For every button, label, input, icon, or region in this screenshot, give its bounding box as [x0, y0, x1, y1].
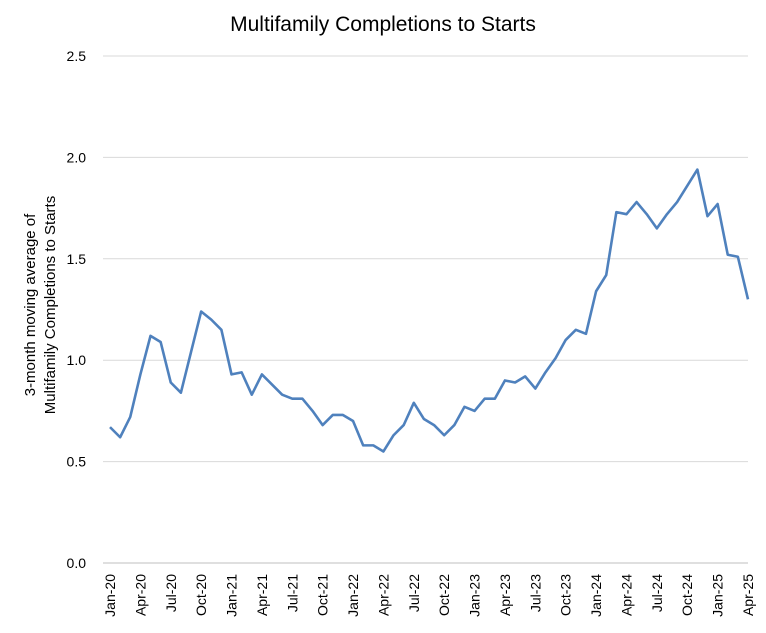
x-tick-label: Jul-23 — [527, 574, 543, 612]
x-tick-label: Jan-22 — [345, 574, 361, 617]
x-tick-label: Apr-21 — [254, 574, 270, 616]
x-tick-label: Jul-21 — [284, 574, 300, 612]
x-tick-label: Jan-20 — [102, 574, 118, 617]
x-tick-label: Apr-23 — [497, 574, 513, 616]
y-axis-label-line-2: Multifamily Completions to Starts — [42, 196, 59, 414]
x-axis-ticks: Jan-20 Apr-20 Jul-20 Oct-20 Jan-21 Apr-21 Jul-… — [102, 574, 756, 617]
x-tick-label: Oct-22 — [436, 574, 452, 616]
x-tick-label: Jul-22 — [406, 574, 422, 612]
y-axis-ticks: 0.0 0.5 1.0 1.5 2.0 2.5 — [67, 48, 87, 571]
x-tick-label: Oct-23 — [558, 574, 574, 616]
x-tick-label: Jul-20 — [163, 574, 179, 612]
x-tick-label: Jan-25 — [710, 574, 726, 617]
x-tick-label: Oct-21 — [315, 574, 331, 616]
y-tick-label: 0.5 — [67, 454, 87, 470]
x-tick-label: Jan-24 — [588, 574, 604, 617]
y-tick-label: 1.5 — [67, 251, 87, 267]
y-tick-label: 0.0 — [67, 555, 87, 571]
series-line — [109, 168, 750, 453]
chart-title: Multifamily Completions to Starts — [230, 13, 536, 36]
y-axis-label-line-1: 3-month moving average of — [22, 213, 39, 396]
gridlines — [103, 55, 748, 564]
y-tick-label: 1.0 — [67, 352, 87, 368]
x-tick-label: Oct-20 — [193, 574, 209, 616]
x-tick-label: Apr-25 — [740, 574, 756, 616]
x-tick-label: Jan-23 — [467, 574, 483, 617]
x-tick-label: Jul-24 — [649, 574, 665, 612]
x-tick-label: Apr-24 — [618, 574, 634, 616]
x-tick-label: Jan-21 — [224, 574, 240, 617]
y-tick-label: 2.0 — [67, 149, 87, 165]
x-tick-label: Apr-20 — [132, 574, 148, 616]
y-tick-label: 2.5 — [67, 48, 87, 64]
x-tick-label: Oct-24 — [679, 574, 695, 616]
x-tick-label: Apr-22 — [375, 574, 391, 616]
